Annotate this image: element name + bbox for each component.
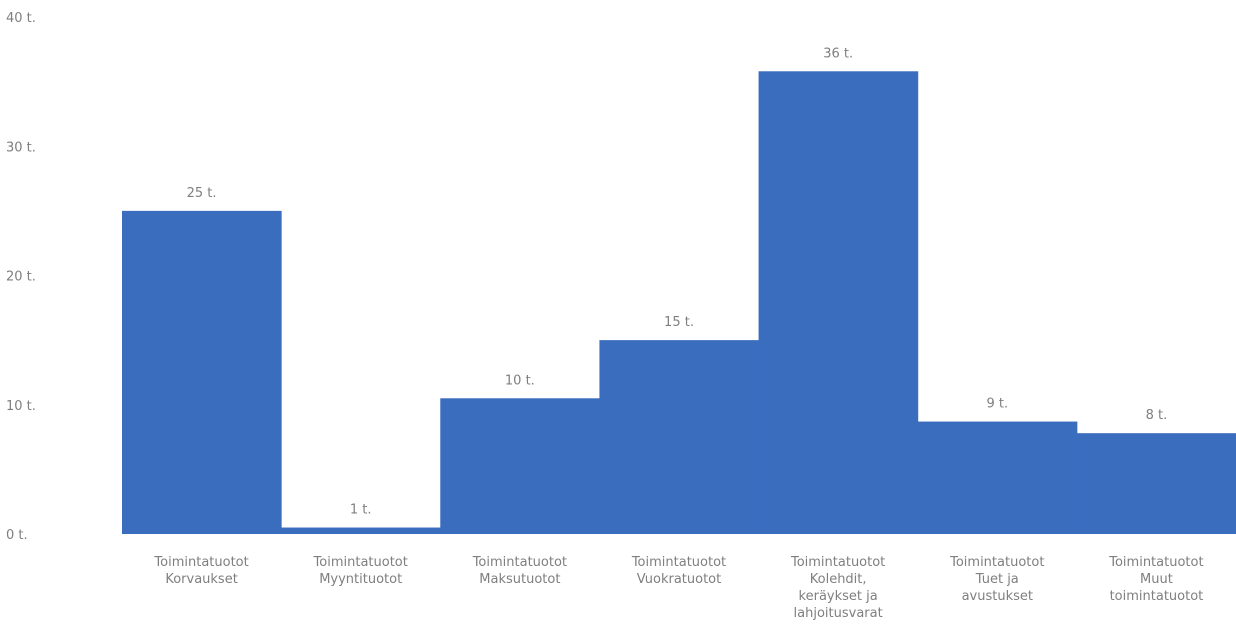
y-tick-label: 20 t. xyxy=(6,270,36,285)
y-axis: 0 t. 10 t. 20 t. 30 t. 40 t. xyxy=(6,11,36,543)
x-tick-label: Toimintatuotot Tuet ja avustukset xyxy=(949,555,1044,604)
value-labels: 25 t. 1 t. 10 t. 15 t. 36 t. 9 t. 8 t. xyxy=(187,46,1168,517)
bar xyxy=(599,340,760,534)
data-label: 25 t. xyxy=(187,186,217,201)
category-labels: Toimintatuotot Korvaukset Toimintatuotot My… xyxy=(153,555,1203,621)
x-tick-label: Toimintatuotot Korvaukset xyxy=(153,555,248,587)
x-tick-label: Toimintatuotot Kolehdit, keräykset ja lahjo… xyxy=(790,555,885,621)
data-label: 15 t. xyxy=(664,315,694,330)
data-label: 36 t. xyxy=(823,46,853,61)
data-label: 8 t. xyxy=(1146,408,1168,423)
data-label: 9 t. xyxy=(986,397,1008,412)
x-tick-label: Toimintatuotot Myyntituotot xyxy=(313,555,408,587)
bar xyxy=(758,71,919,534)
x-tick-label: Toimintatuotot Vuokratuotot xyxy=(631,555,726,587)
y-tick-label: 10 t. xyxy=(6,399,36,414)
bar xyxy=(281,527,441,534)
x-tick-label: Toimintatuotot Maksutuotot xyxy=(472,555,567,587)
data-label: 10 t. xyxy=(505,373,535,388)
data-label: 1 t. xyxy=(350,503,372,518)
bar xyxy=(1076,433,1236,534)
y-tick-label: 40 t. xyxy=(6,11,36,26)
bars xyxy=(122,71,1236,534)
y-tick-label: 30 t. xyxy=(6,140,36,155)
bar xyxy=(440,398,600,534)
bar xyxy=(122,210,282,534)
bar xyxy=(917,421,1078,534)
y-tick-label: 0 t. xyxy=(6,528,28,543)
x-tick-label: Toimintatuotot Muut toimintatuotot xyxy=(1108,555,1203,604)
